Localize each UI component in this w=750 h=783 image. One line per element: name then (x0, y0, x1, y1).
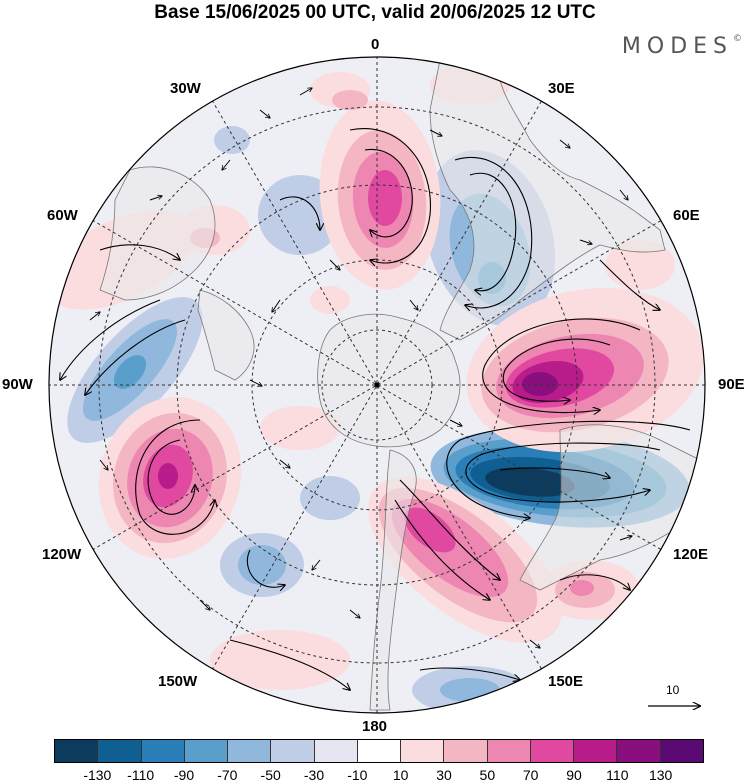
lon-label-60e: 60E (673, 207, 700, 224)
colorbar-label: 90 (566, 767, 582, 783)
colorbar-label: 10 (392, 767, 409, 783)
colorbar-swatch-7 (357, 740, 402, 762)
lon-label-180: 180 (362, 718, 388, 735)
colorbar-swatch-6 (314, 740, 358, 762)
lon-label-90e: 90E (718, 376, 745, 393)
pole-marker (374, 382, 380, 388)
colorbar-swatch-11 (530, 740, 575, 762)
lon-label-120w: 120W (42, 546, 82, 563)
colorbar-label: -130 (83, 767, 112, 783)
colorbar-swatch-0 (55, 740, 99, 762)
lon-label-90w: 90W (2, 376, 33, 393)
vector-scale-label: 10 (666, 683, 680, 697)
brand-mark: © (733, 34, 742, 44)
polar-map (48, 56, 706, 714)
colorbar-labels: -130 -110 -90 -70 -50 -30 -10 10 30 50 70 90 110 130 (0, 767, 750, 783)
positive-anomalies (49, 65, 704, 690)
colorbar-label: -50 (260, 767, 281, 783)
colorbar-swatch-8 (401, 740, 445, 762)
colorbar-swatch-9 (444, 740, 488, 762)
map-field (49, 57, 705, 713)
colorbar-swatch-3 (184, 740, 229, 762)
colorbar-swatch-4 (228, 740, 272, 762)
lon-label-0: 0 (371, 36, 380, 53)
colorbar-label: -70 (217, 767, 238, 783)
colorbar-swatch-10 (487, 740, 531, 762)
colorbar-swatch-1 (98, 740, 142, 762)
colorbar-label: -10 (347, 767, 368, 783)
lon-label-60w: 60W (47, 207, 78, 224)
colorbar-swatch-2 (141, 740, 185, 762)
lon-label-120e: 120E (673, 546, 709, 563)
colorbar-label: -110 (127, 767, 155, 783)
lon-label-30w: 30W (170, 80, 201, 97)
colorbar-label: 110 (606, 767, 629, 783)
brand-name: MODES (621, 34, 733, 59)
brand-logo: MODES© (622, 34, 742, 59)
colorbar-swatch-14 (660, 740, 703, 762)
colorbar-swatch-5 (271, 740, 315, 762)
wind-vectors (89, 88, 670, 648)
lon-label-30e: 30E (548, 80, 575, 97)
colorbar-label: 70 (522, 767, 539, 783)
colorbar-label: -90 (173, 767, 195, 783)
colorbar-swatch-12 (574, 740, 618, 762)
wind-streamlines (60, 128, 691, 690)
colorbar-swatch-13 (617, 740, 661, 762)
colorbar-label: 130 (648, 767, 673, 783)
colorbar-label: 50 (479, 767, 496, 783)
map-boundary (48, 56, 706, 714)
colorbar-label: 30 (436, 767, 452, 783)
colorbar (54, 739, 704, 763)
lon-label-150e: 150E (548, 673, 584, 690)
colorbar-label: -30 (303, 767, 325, 783)
lon-label-150w: 150W (158, 673, 198, 690)
map-title: Base 15/06/2025 00 UTC, valid 20/06/2025… (154, 2, 596, 23)
